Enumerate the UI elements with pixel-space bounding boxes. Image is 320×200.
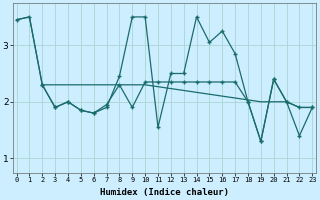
X-axis label: Humidex (Indice chaleur): Humidex (Indice chaleur)	[100, 188, 229, 197]
